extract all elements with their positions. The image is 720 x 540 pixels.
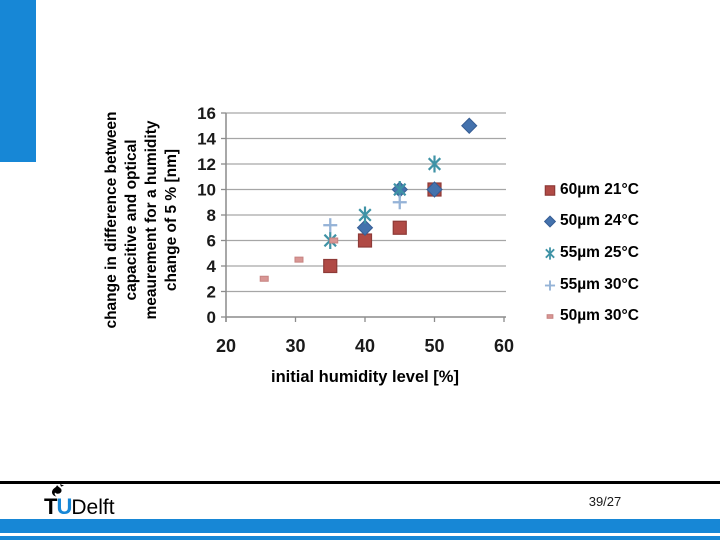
accent-bar [0,0,36,162]
legend-label: 50µm 30°C [560,307,639,325]
data-point [323,218,338,233]
data-point [259,275,269,282]
y-tick-label: 6 [207,232,216,251]
logo-text: TUDelft [44,494,115,520]
logo-letter-t: T [44,494,57,519]
logo-letter-u: U [56,494,72,519]
legend-item: 55µm 25°C [542,237,639,269]
tudelft-logo: TUDelft [44,483,164,520]
x-tick-label: 30 [285,336,305,356]
x-tick-label: 60 [494,336,514,356]
data-point [426,181,443,198]
data-point [461,117,478,134]
legend-label: 60µm 21°C [560,180,639,198]
legend-label: 55µm 30°C [560,275,639,293]
legend-item: 50µm 30°C [542,300,639,332]
y-tick-label: 10 [197,181,216,200]
y-axis-label-line: change of 5 % [nm] [163,148,180,292]
legend-marker-icon [544,185,556,196]
data-point [294,256,304,263]
y-tick-label: 2 [207,283,216,302]
data-point [358,206,372,224]
y-tick-label: 12 [197,155,216,174]
data-point [392,220,407,235]
legend-label: 55µm 25°C [560,243,639,261]
data-point [393,181,407,198]
series-1 [356,117,478,236]
series-0 [323,182,442,274]
legend-item: 50µm 24°C [542,206,639,238]
y-tick-label: 16 [197,104,216,123]
data-point [323,258,338,274]
legend-item: 60µm 21°C [542,174,639,206]
data-point [329,237,339,244]
chart-legend: 60µm 21°C 50µm 24°C 55µm 25°C 55µm 30°C 50µm… [542,174,639,332]
data-point [427,155,442,173]
y-axis-label: change in difference between capacitive a… [100,98,184,342]
y-tick-label: 14 [197,130,216,149]
bottom-accent-bar [0,519,720,533]
x-tick-label: 20 [216,336,236,356]
x-tick-label: 40 [355,336,375,356]
scatter-chart: 0 2 4 6 8 10 12 14 16 20 30 40 50 60 [197,104,514,356]
y-axis-label-line: change in difference between [103,111,120,329]
series-4 [259,237,339,282]
x-tick-label: 50 [424,336,444,356]
legend-marker-icon [545,247,555,260]
y-tick-label: 8 [207,206,216,225]
y-axis-label-line: meaurement for a humidity [143,120,160,320]
series-3 [323,195,407,233]
data-point [392,195,407,210]
flame-icon [51,484,64,497]
x-axis-label: initial humidity level [%] [271,368,459,386]
series-2 [323,155,442,249]
y-tick-label: 0 [207,308,216,327]
legend-marker-icon [543,215,557,228]
y-tick-label: 4 [207,257,217,276]
data-point [356,219,374,236]
legend-marker-icon [546,314,554,319]
legend-item: 55µm 30°C [542,269,639,301]
footer-divider [0,481,720,484]
logo-name: Delft [71,496,115,519]
bottom-accent-bar-thin [0,536,720,540]
y-axis-label-line: capacitive and optical [123,139,140,301]
legend-label: 50µm 24°C [560,212,639,230]
legend-marker-icon [544,280,556,291]
page-number: 39/27 [588,494,622,509]
